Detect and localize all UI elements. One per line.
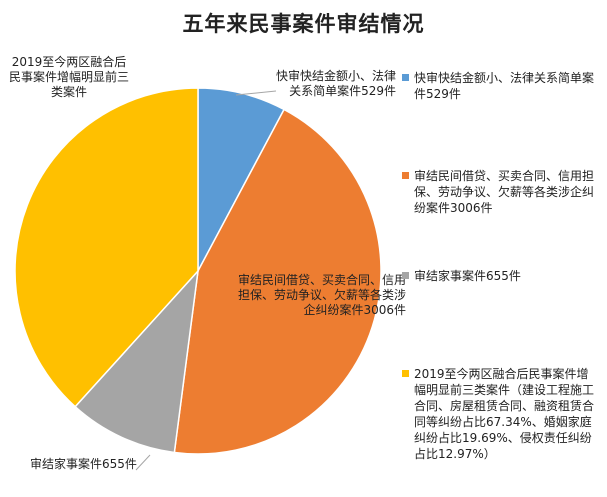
leader-line-quick-cases <box>235 90 277 96</box>
legend-swatch <box>402 172 409 179</box>
chart-title: 五年来民事案件审结情况 <box>182 12 425 36</box>
legend-swatch <box>402 272 409 279</box>
slice-label-merged-cases: 2019至今两区融合后民事案件增幅明显前三类案件 <box>8 55 129 99</box>
pie-slice-enterprise-disputes <box>173 108 382 455</box>
legend-swatch <box>402 370 409 377</box>
slice-label-family-cases: 审结家事案件655件 <box>30 457 137 471</box>
legend-label: 审结家事案件655件 <box>414 269 521 283</box>
pie-slice-family-cases <box>74 268 200 454</box>
legend-label: 快审快结金额小、法律关系简单案件529件 <box>414 71 595 101</box>
pie-slice-merged-cases <box>14 87 199 408</box>
legend-label: 审结民间借贷、买卖合同、信用担保、劳动争议、欠薪等各类涉企纠纷案件3006件 <box>414 169 595 215</box>
slice-label-quick-cases: 快审快结金额小、法律关系简单案件529件 <box>276 69 397 98</box>
slice-label-enterprise-disputes: 审结民间借贷、买卖合同、信用担保、劳动争议、欠薪等各类涉企纠纷案件3006件 <box>238 273 407 317</box>
leader-line-family-cases <box>135 454 151 471</box>
legend-swatch <box>402 74 409 81</box>
legend-label: 2019至今两区融合后民事案件增幅明显前三类案件（建设工程施工合同、房屋租赁合同… <box>414 367 595 461</box>
